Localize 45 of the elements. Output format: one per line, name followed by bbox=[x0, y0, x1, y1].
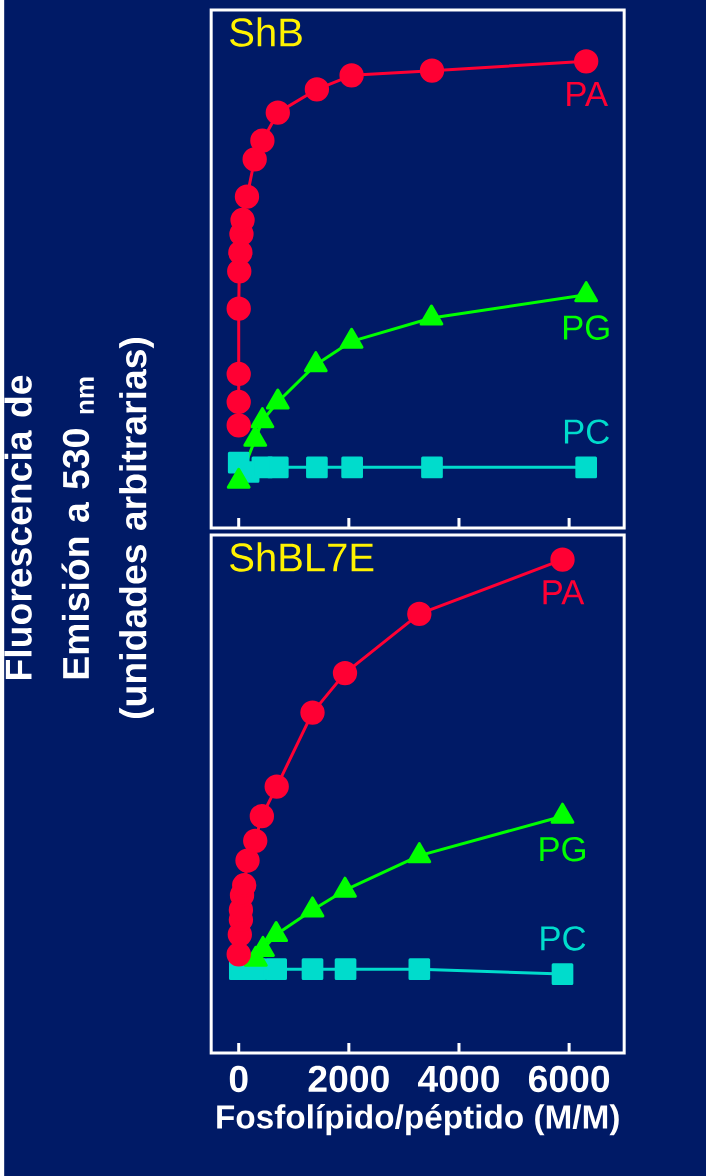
point bbox=[305, 456, 328, 479]
point bbox=[265, 958, 287, 980]
point bbox=[304, 77, 329, 102]
chart-title: ShBL7E bbox=[230, 542, 374, 572]
point bbox=[575, 456, 597, 479]
point bbox=[300, 700, 325, 725]
point bbox=[226, 296, 251, 321]
point bbox=[339, 63, 364, 88]
series-label: PC bbox=[564, 419, 609, 444]
legend-label: PA bbox=[567, 82, 608, 106]
point bbox=[234, 184, 260, 209]
x-tick-label: 2000 bbox=[308, 1065, 389, 1093]
x-tick-label: 4000 bbox=[417, 1065, 499, 1093]
point bbox=[301, 958, 324, 980]
series-label: PG bbox=[563, 315, 609, 340]
point bbox=[334, 958, 357, 980]
point bbox=[265, 100, 290, 125]
point bbox=[551, 963, 574, 985]
point bbox=[264, 774, 289, 799]
point bbox=[235, 848, 260, 873]
point bbox=[341, 456, 363, 479]
series-label: PG bbox=[540, 836, 585, 862]
x-tick-label: 6000 bbox=[528, 1065, 610, 1093]
point bbox=[226, 413, 251, 438]
x-tick-label: 0 bbox=[229, 1065, 248, 1093]
series-label: PC bbox=[541, 926, 586, 951]
legend-label: PA bbox=[543, 580, 585, 605]
point bbox=[266, 456, 289, 479]
x-axis-title: Fosfolípido/péptido (M/M) bbox=[217, 1103, 619, 1136]
point bbox=[421, 456, 443, 479]
chart-title: ShB bbox=[230, 17, 302, 47]
point bbox=[226, 389, 251, 415]
point bbox=[550, 547, 575, 572]
point bbox=[419, 58, 445, 83]
point bbox=[573, 49, 599, 74]
point bbox=[407, 601, 432, 627]
point bbox=[332, 660, 358, 686]
point bbox=[242, 147, 267, 172]
point bbox=[226, 942, 251, 967]
point bbox=[226, 361, 251, 387]
y-axis-title: Fluorescencia de Emisión a 530 $_{nm}$ (unidades arbitrarias) bbox=[4, 337, 154, 719]
point bbox=[242, 828, 268, 854]
point bbox=[250, 128, 275, 153]
point bbox=[408, 958, 431, 980]
point bbox=[249, 804, 274, 829]
